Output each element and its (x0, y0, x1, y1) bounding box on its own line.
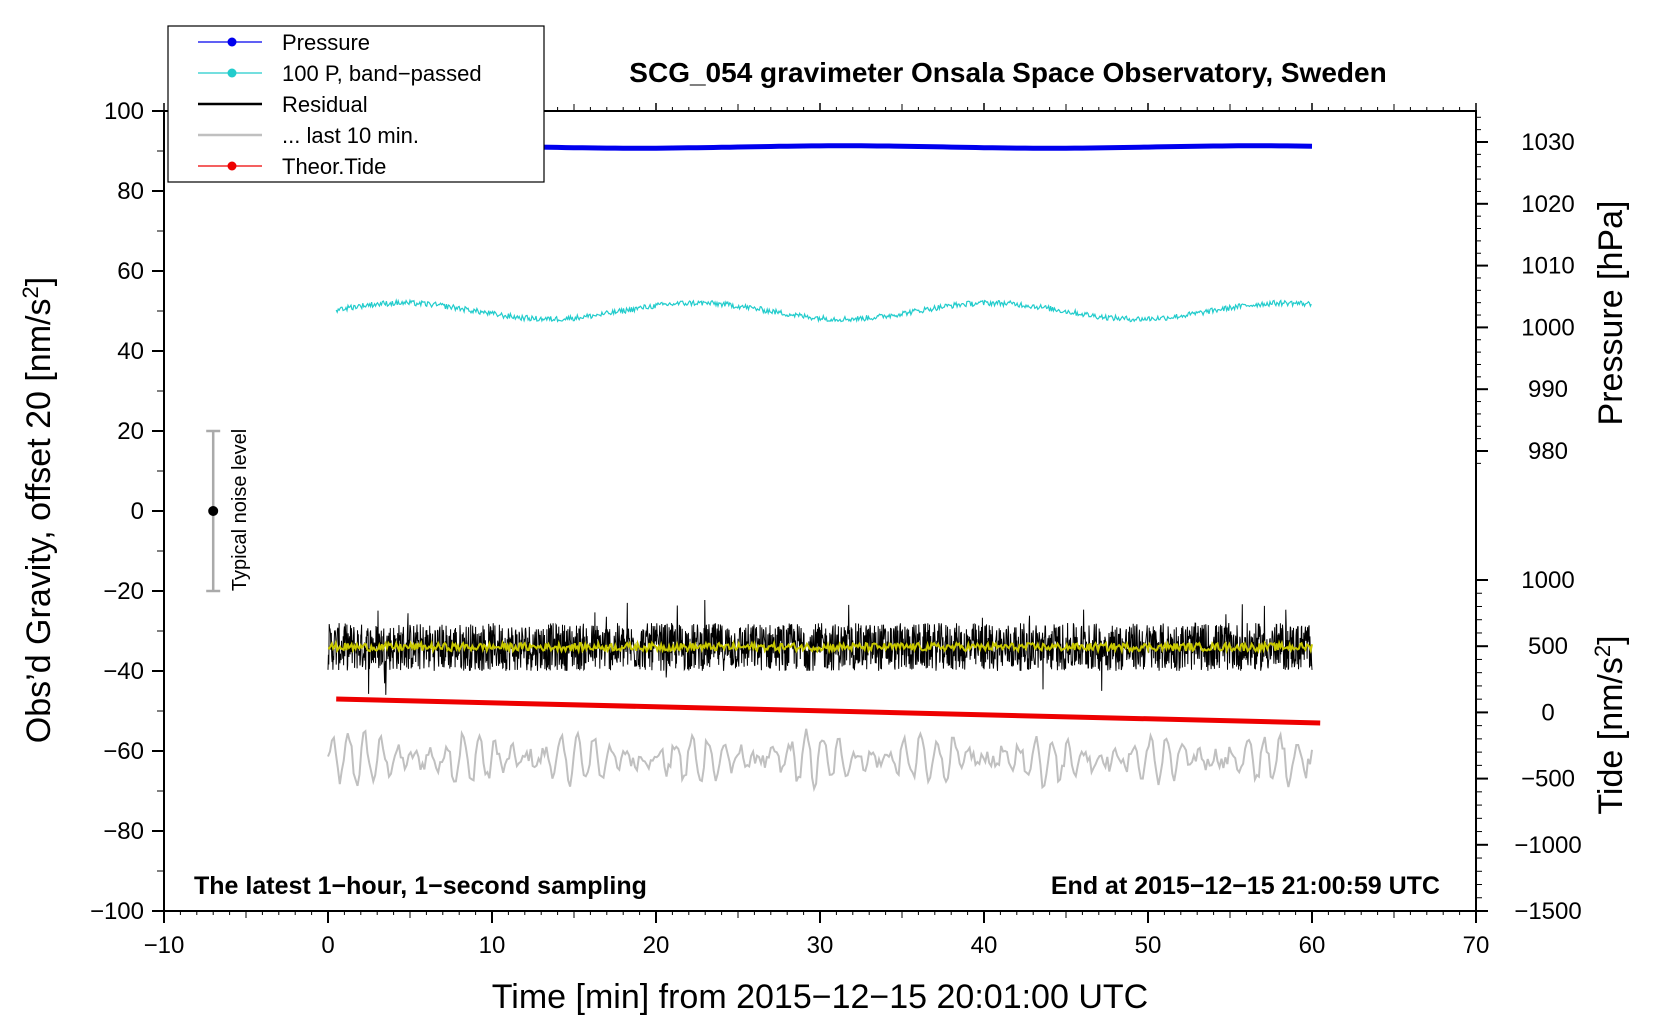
noise-bar-dot (208, 506, 219, 516)
y-left-tick-label: 40 (117, 338, 144, 365)
series-residual-smoothed (327, 639, 1313, 655)
tick-labels: −10 0 10 20 30 40 50 60 70100806040200−20−40−60−… (90, 98, 1582, 959)
y-left-tick-label: −80 (103, 818, 144, 845)
chart-title: SCG_054 gravimeter Onsala Space Observat… (629, 57, 1386, 88)
x-tick-label: 0 (321, 932, 334, 959)
x-tick-label: 30 (807, 932, 834, 959)
y-pressure-tick-label: 1010 (1521, 253, 1574, 280)
y-pressure-tick-label: 1000 (1521, 314, 1574, 341)
x-tick-label: 20 (643, 932, 670, 959)
y-left-tick-label: 80 (117, 178, 144, 205)
legend-label: Pressure (282, 30, 370, 55)
x-axis-title: Time [min] from 2015−12−15 20:01:00 UTC (492, 978, 1148, 1016)
x-tick-label: −10 (144, 932, 185, 959)
y-left-tick-label: −40 (103, 658, 144, 685)
x-tick-label: 50 (1135, 932, 1162, 959)
series-band-passed (335, 298, 1312, 324)
legend-label: 100 P, band−passed (282, 61, 482, 86)
y-left-tick-label: 60 (117, 258, 144, 285)
y-right-tide-title: Tide [nm/s2] (1590, 635, 1630, 814)
axis-ticks (152, 103, 1488, 923)
x-tick-label: 70 (1463, 932, 1490, 959)
series-theor-tide (336, 696, 1321, 726)
y-tide-tick-label: −500 (1521, 766, 1575, 793)
noise-label: Typical noise level (229, 429, 251, 591)
series-last-10-min (327, 728, 1313, 793)
data-series (327, 143, 1321, 793)
legend-label: Residual (282, 92, 368, 117)
x-tick-label: 60 (1299, 932, 1326, 959)
y-tide-tick-label: 1000 (1521, 567, 1574, 594)
y-left-tick-label: 100 (104, 98, 144, 125)
legend-label: ... last 10 min. (282, 123, 419, 148)
legend-label: Theor.Tide (282, 154, 386, 179)
legend-marker (227, 37, 237, 47)
y-right-tide-title-main: Tide [nm/s (1592, 657, 1630, 814)
x-tick-label: 40 (971, 932, 998, 959)
y-pressure-tick-label: 1020 (1521, 191, 1574, 218)
y-left-tick-label: 20 (117, 418, 144, 445)
annotation-sampling: The latest 1−hour, 1−second sampling (194, 872, 647, 900)
y-left-tick-label: 0 (131, 498, 144, 525)
annotation-end-time: End at 2015−12−15 21:00:59 UTC (1051, 872, 1440, 900)
y-right-tide-title-tail: ] (1592, 635, 1630, 644)
y-pressure-tick-label: 1030 (1521, 129, 1574, 156)
y-left-title-main: Obs’d Gravity, offset 20 [nm/s (20, 299, 58, 744)
y-right-tide-title-sup: 2 (1590, 645, 1615, 657)
y-pressure-tick-label: 980 (1528, 438, 1568, 465)
y-left-tick-label: −20 (103, 578, 144, 605)
plot-frame (163, 110, 1477, 912)
legend-marker (227, 161, 237, 171)
y-left-title-sup: 2 (18, 286, 43, 298)
y-tide-tick-label: 500 (1528, 633, 1568, 660)
legend-marker (227, 68, 237, 78)
series-pressure (491, 143, 1313, 151)
y-pressure-tick-label: 990 (1528, 376, 1568, 403)
y-right-pressure-title: Pressure [hPa] (1592, 201, 1630, 426)
y-tide-tick-label: −1000 (1514, 832, 1581, 859)
y-left-tick-label: −60 (103, 738, 144, 765)
y-left-tick-label: −100 (90, 898, 144, 925)
legend: Pressure 100 P, band−passed Residual ... la… (167, 25, 545, 183)
y-tide-tick-label: 0 (1541, 699, 1554, 726)
noise-indicator (206, 429, 221, 593)
y-left-title-tail: ] (20, 277, 58, 286)
x-tick-label: 10 (479, 932, 506, 959)
y-tide-tick-label: −1500 (1514, 898, 1581, 925)
y-left-axis-title: Obs’d Gravity, offset 20 [nm/s2] (18, 277, 58, 743)
